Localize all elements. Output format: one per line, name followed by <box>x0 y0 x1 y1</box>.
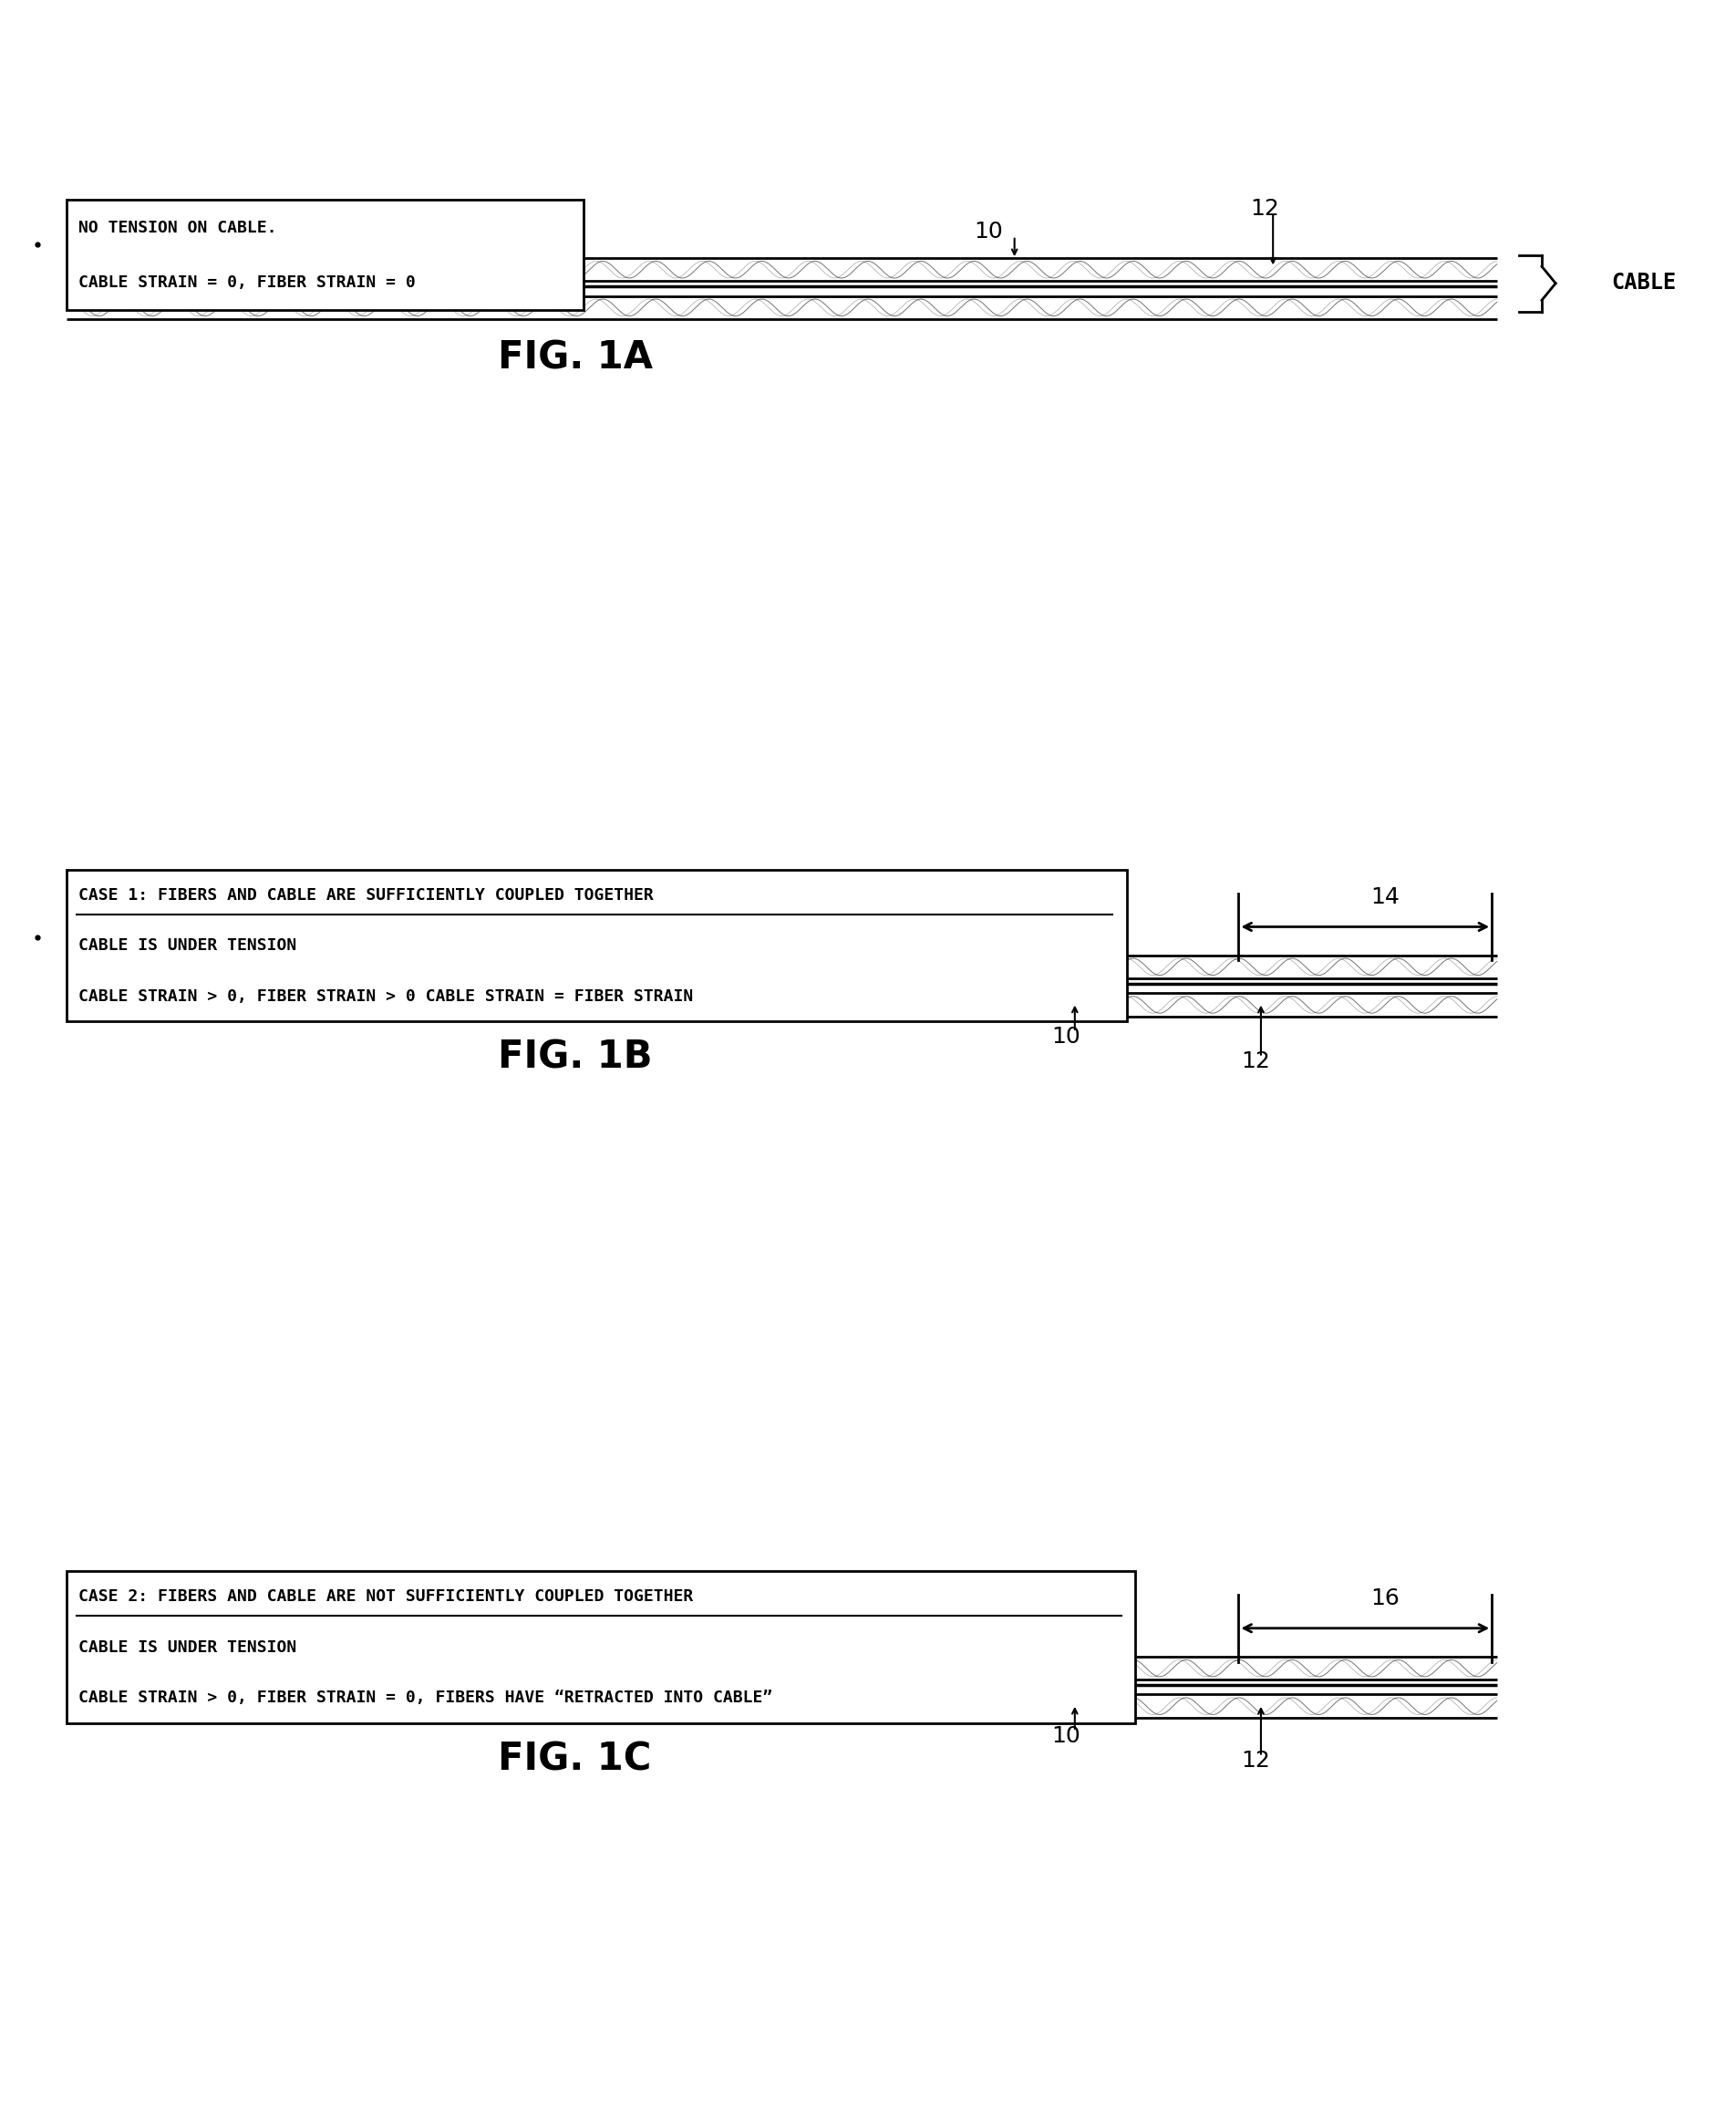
Text: FIG. 1A: FIG. 1A <box>498 339 653 377</box>
Text: CABLE STRAIN > 0, FIBER STRAIN > 0 CABLE STRAIN = FIBER STRAIN: CABLE STRAIN > 0, FIBER STRAIN > 0 CABLE… <box>78 987 693 1004</box>
Text: CABLE STRAIN = 0, FIBER STRAIN = 0: CABLE STRAIN = 0, FIBER STRAIN = 0 <box>78 273 417 290</box>
FancyBboxPatch shape <box>66 871 1127 1021</box>
FancyBboxPatch shape <box>66 1572 1135 1723</box>
Text: 10: 10 <box>1052 1725 1080 1746</box>
Text: 12: 12 <box>1250 197 1279 220</box>
Text: FIG. 1B: FIG. 1B <box>498 1038 653 1076</box>
Text: NO TENSION ON CABLE.: NO TENSION ON CABLE. <box>78 218 278 235</box>
Text: CASE 2: FIBERS AND CABLE ARE NOT SUFFICIENTLY COUPLED TOGETHER: CASE 2: FIBERS AND CABLE ARE NOT SUFFICI… <box>78 1589 693 1604</box>
Text: 10: 10 <box>974 220 1003 244</box>
FancyBboxPatch shape <box>66 199 583 309</box>
Text: 14: 14 <box>1370 886 1399 909</box>
Text: 12: 12 <box>1241 1750 1271 1771</box>
Text: CASE 1: FIBERS AND CABLE ARE SUFFICIENTLY COUPLED TOGETHER: CASE 1: FIBERS AND CABLE ARE SUFFICIENTL… <box>78 888 654 903</box>
Text: CABLE IS UNDER TENSION: CABLE IS UNDER TENSION <box>78 937 297 954</box>
Text: CABLE IS UNDER TENSION: CABLE IS UNDER TENSION <box>78 1638 297 1655</box>
Text: CABLE: CABLE <box>1611 271 1675 292</box>
Text: 12: 12 <box>1241 1051 1271 1072</box>
Text: 10: 10 <box>1052 1026 1080 1047</box>
Text: 16: 16 <box>1370 1587 1399 1610</box>
Text: CABLE STRAIN > 0, FIBER STRAIN = 0, FIBERS HAVE “RETRACTED INTO CABLE”: CABLE STRAIN > 0, FIBER STRAIN = 0, FIBE… <box>78 1689 773 1706</box>
Text: FIG. 1C: FIG. 1C <box>498 1740 651 1778</box>
